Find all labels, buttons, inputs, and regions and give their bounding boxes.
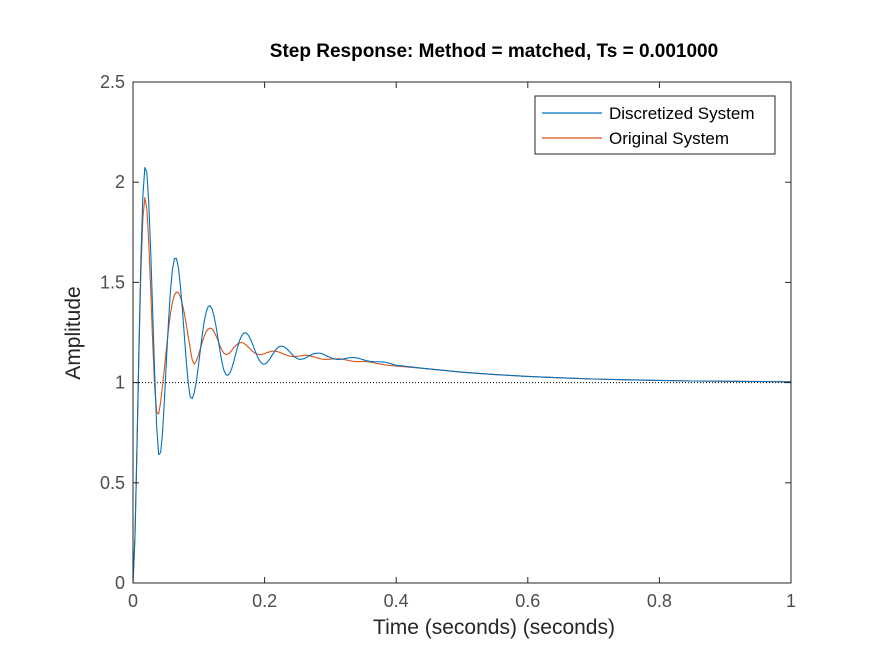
plot-area xyxy=(133,82,791,583)
legend: Discretized System Original System xyxy=(534,95,776,155)
x-tick-label: 0.8 xyxy=(647,591,672,611)
y-tick-label: 1 xyxy=(115,373,125,393)
legend-box xyxy=(534,95,776,155)
legend-label-original: Original System xyxy=(609,129,729,148)
x-tick-label: 1 xyxy=(786,591,796,611)
chart-title: Step Response: Method = matched, Ts = 0.… xyxy=(270,41,718,62)
x-tick-label: 0.2 xyxy=(252,591,277,611)
y-tick-label: 0.5 xyxy=(100,473,125,493)
y-tick-label: 2.5 xyxy=(100,72,125,92)
axis-layer: 0 0.2 0.4 0.6 0.8 1 0 0.5 1 1.5 2 2.5 xyxy=(100,72,796,611)
y-axis-label: Amplitude xyxy=(62,286,85,379)
y-tick-label: 0 xyxy=(115,573,125,593)
series-line-discretized xyxy=(132,167,792,584)
x-axis-label: Time (seconds) (seconds) xyxy=(373,616,615,639)
plot-frame xyxy=(132,81,792,584)
legend-label-discretized: Discretized System xyxy=(609,104,754,123)
series-line-original xyxy=(132,197,792,584)
x-tick-label: 0.4 xyxy=(384,591,409,611)
x-tick-label: 0 xyxy=(128,591,138,611)
y-tick-label: 2 xyxy=(115,172,125,192)
y-tick-label: 1.5 xyxy=(100,272,125,292)
series-layer xyxy=(132,167,792,584)
x-tick-label: 0.6 xyxy=(515,591,540,611)
